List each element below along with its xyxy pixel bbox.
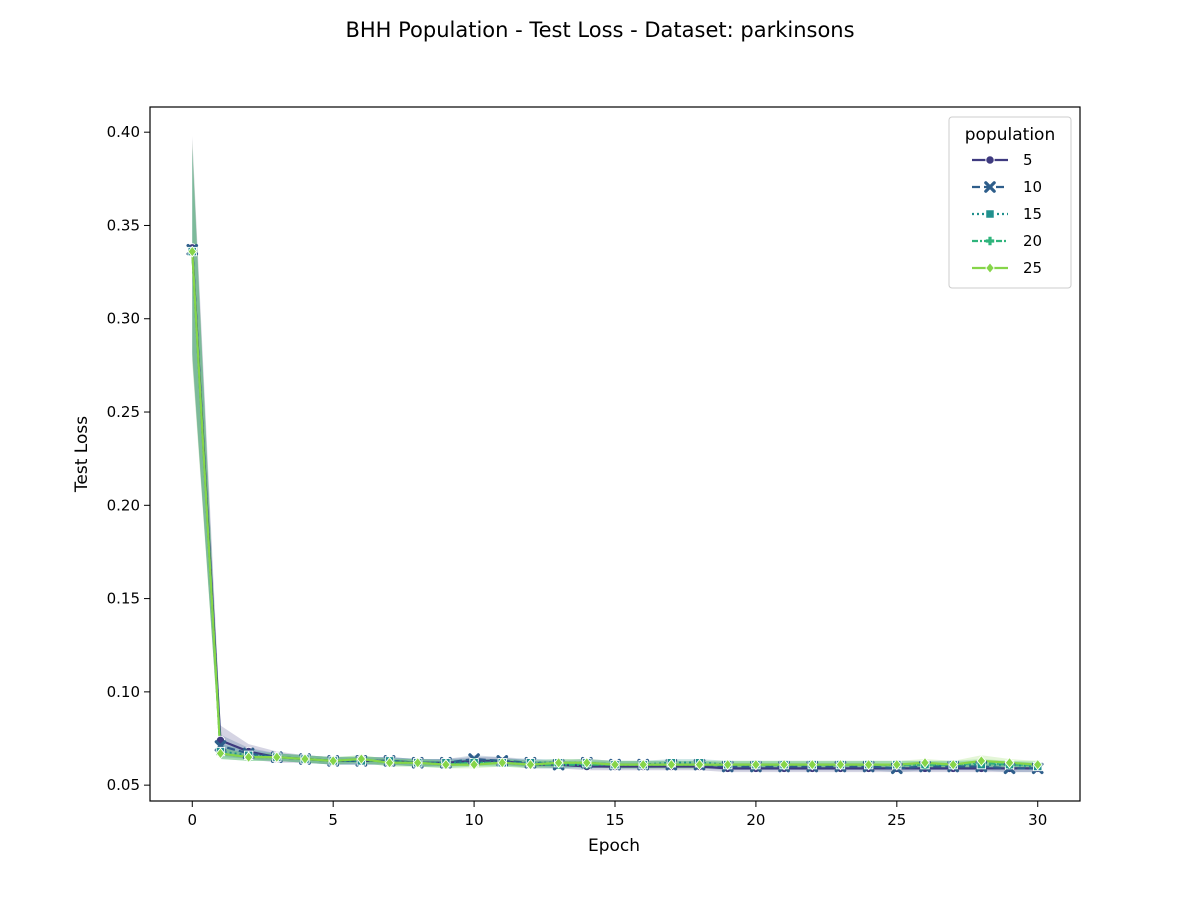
x-tick-label-0: 0 <box>187 811 197 829</box>
x-axis-label: Epoch <box>588 836 640 856</box>
point-series-25-epoch-17 <box>666 758 677 771</box>
point-series-25-epoch-14 <box>582 756 592 769</box>
y-tick-label-2: 0.15 <box>107 590 140 608</box>
x-tick-label-20: 20 <box>746 811 765 829</box>
legend-title: population <box>965 125 1055 145</box>
point-series-25-epoch-26 <box>920 756 930 769</box>
legend-marker-20 <box>985 236 995 246</box>
y-tick-label-5: 0.30 <box>107 310 140 328</box>
legend-label-20: 20 <box>1023 232 1042 250</box>
point-series-25-epoch-25 <box>892 758 902 771</box>
y-tick-label-3: 0.20 <box>107 496 140 514</box>
point-series-25-epoch-1 <box>215 747 226 760</box>
point-series-25-epoch-8 <box>412 756 423 769</box>
legend-marker-15 <box>985 209 995 219</box>
y-axis-ticks: 0.05 0.10 0.15 0.20 0.25 0.30 0.35 0.40 <box>107 123 150 794</box>
point-series-25-epoch-29 <box>1004 756 1015 769</box>
x-tick-label-30: 30 <box>1028 811 1047 829</box>
point-series-25-epoch-16 <box>638 758 648 771</box>
point-series-25-epoch-11 <box>497 756 508 769</box>
point-series-25-epoch-4 <box>300 753 310 765</box>
point-series-25-epoch-6 <box>356 753 367 765</box>
point-series-25-epoch-10 <box>469 758 479 771</box>
chart-title: BHH Population - Test Loss - Dataset: pa… <box>345 18 854 42</box>
line-series-10 <box>191 249 1038 770</box>
legend-marker-25 <box>985 262 995 274</box>
point-series-25-epoch-28 <box>976 754 987 767</box>
x-tick-label-25: 25 <box>887 811 906 829</box>
x-tick-label-5: 5 <box>328 811 338 829</box>
legend-label-25: 25 <box>1023 259 1042 277</box>
band-series-5 <box>192 135 1038 773</box>
series-markers <box>186 243 1044 775</box>
point-series-25-epoch-15 <box>610 758 620 771</box>
line-series-15 <box>191 251 1038 768</box>
point-series-25-epoch-27 <box>948 758 958 771</box>
point-series-25-epoch-21 <box>779 758 789 771</box>
legend: population 5 10 15 20 25 <box>948 116 1072 289</box>
confidence-bands <box>192 135 1038 773</box>
series-lines <box>191 247 1038 770</box>
line-series-25 <box>191 251 1038 766</box>
point-series-25-epoch-18 <box>694 758 705 771</box>
point-series-25-epoch-12 <box>525 758 536 771</box>
x-tick-label-15: 15 <box>605 811 624 829</box>
point-series-25-epoch-2 <box>243 751 254 764</box>
line-series-20 <box>191 251 1038 766</box>
point-series-25-epoch-24 <box>863 758 874 771</box>
y-tick-label-4: 0.25 <box>107 403 140 421</box>
legend-label-5: 5 <box>1023 151 1033 169</box>
band-series-20 <box>192 148 1038 769</box>
plot-frame <box>149 106 1081 802</box>
band-series-15 <box>192 148 1038 771</box>
point-series-25-epoch-20 <box>751 758 761 771</box>
point-series-25-epoch-3 <box>272 751 282 764</box>
x-tick-label-10: 10 <box>465 811 484 829</box>
y-tick-label-0: 0.05 <box>107 776 140 794</box>
point-series-25-epoch-30 <box>1032 758 1043 771</box>
point-series-25-epoch-22 <box>807 758 818 771</box>
y-tick-label-6: 0.35 <box>107 216 140 234</box>
y-tick-label-7: 0.40 <box>107 123 140 141</box>
point-series-25-epoch-5 <box>328 754 338 767</box>
line-series-5 <box>191 247 1038 770</box>
point-series-25-epoch-0 <box>187 245 198 258</box>
point-series-25-epoch-9 <box>441 758 451 771</box>
x-axis-ticks: 0 5 10 15 20 25 30 <box>187 801 1047 829</box>
y-tick-label-1: 0.10 <box>107 683 140 701</box>
legend-marker-5 <box>985 155 995 165</box>
point-series-25-epoch-13 <box>553 756 564 769</box>
band-series-10 <box>192 147 1038 773</box>
legend-marker-10 <box>984 181 996 193</box>
band-series-25 <box>192 139 1038 769</box>
point-series-25-epoch-23 <box>835 758 846 771</box>
legend-label-10: 10 <box>1023 178 1042 196</box>
legend-label-15: 15 <box>1023 205 1042 223</box>
point-series-25-epoch-7 <box>384 756 395 769</box>
point-series-25-epoch-19 <box>722 758 733 771</box>
y-axis-label: Test Loss <box>72 416 92 493</box>
